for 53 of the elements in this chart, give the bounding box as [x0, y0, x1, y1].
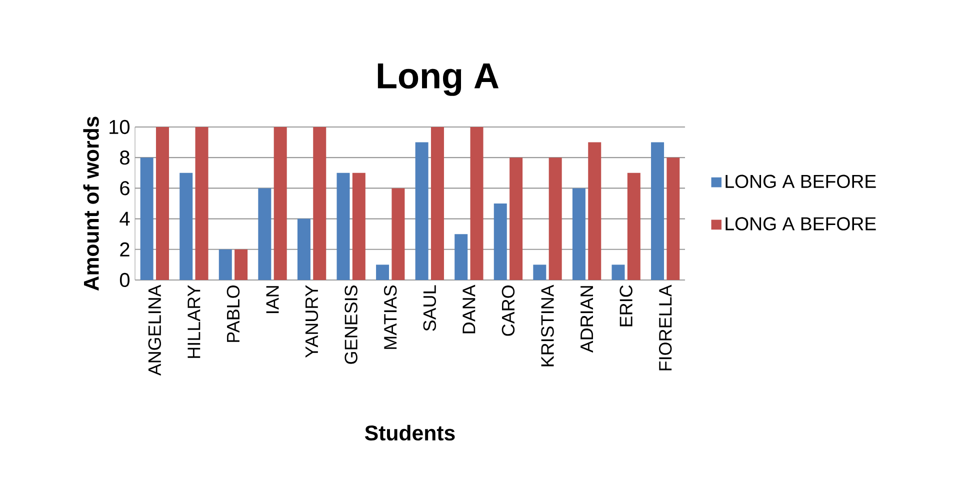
bar	[376, 264, 390, 280]
bar	[494, 203, 507, 280]
legend-label: LONG A BEFORE	[726, 217, 876, 230]
bar	[218, 249, 232, 280]
x-tick-label: CARO	[502, 286, 515, 336]
legend-label: LONG A BEFORE	[726, 174, 876, 188]
bar	[651, 142, 664, 280]
chart-title: Long A	[378, 64, 499, 96]
bar	[588, 142, 602, 280]
bar	[313, 126, 326, 280]
y-tick-label: 10	[110, 120, 130, 134]
bar	[297, 218, 310, 280]
bar	[666, 158, 680, 280]
bar	[430, 126, 444, 280]
x-tick-label: FIORELLA	[658, 284, 672, 370]
bar	[470, 126, 484, 280]
x-tick-label: ADRIAN	[580, 286, 593, 353]
y-tick-label: 8	[120, 150, 130, 165]
bar	[572, 188, 586, 280]
bar	[548, 158, 562, 280]
bar	[274, 126, 287, 280]
bar	[352, 172, 366, 280]
bar	[234, 249, 248, 280]
bar	[533, 264, 546, 280]
x-tick-label: ERIC	[620, 285, 632, 326]
x-tick-label: SAUL	[423, 285, 436, 331]
bar	[454, 234, 468, 280]
bar	[180, 172, 193, 280]
bar	[415, 142, 428, 280]
bar	[510, 158, 523, 280]
y-axis-title: Amount of words	[83, 116, 99, 291]
bar	[156, 126, 169, 280]
y-tick-label: 0	[120, 272, 130, 288]
x-tick-label: IAN	[266, 286, 279, 314]
x-tick-label: KRISTINA	[541, 284, 554, 366]
bar	[627, 172, 640, 280]
x-axis-title: Students	[364, 424, 455, 441]
y-tick-label: 2	[120, 242, 130, 256]
x-tick-label: DANA	[462, 284, 476, 334]
x-tick-label: ANGELINA	[148, 284, 162, 376]
x-tick-label: HILLARY	[188, 285, 200, 358]
x-tick-label: MATIAS	[384, 286, 397, 349]
bar	[258, 188, 272, 280]
x-tick-label: PABLO	[226, 286, 240, 342]
bar	[392, 188, 405, 280]
y-tick-label: 6	[120, 181, 130, 196]
x-tick-label: GENESIS	[344, 286, 358, 364]
bar	[195, 126, 208, 280]
y-tick-label: 4	[120, 212, 130, 226]
bar	[336, 172, 350, 280]
x-tick-label: YANURY	[306, 285, 318, 358]
bar	[140, 158, 154, 280]
bar	[612, 264, 625, 280]
